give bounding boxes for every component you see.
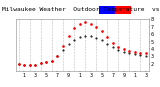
Bar [99, 6, 115, 14]
Bar [115, 6, 131, 14]
Text: Milwaukee Weather  Outdoor Temperature  vs Heat Index  (24 Hours): Milwaukee Weather Outdoor Temperature vs… [2, 7, 160, 12]
